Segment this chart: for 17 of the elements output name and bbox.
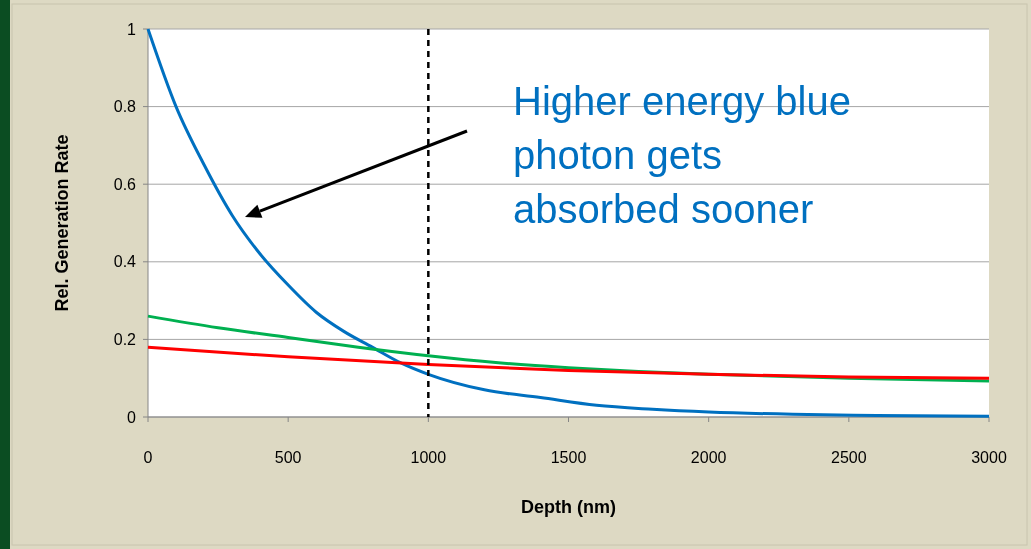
annotation: Higher energy blue photon gets absorbed sooner (513, 79, 851, 231)
x-tick-label: 0 (143, 449, 153, 466)
x-tick-label: 3000 (971, 449, 1007, 466)
x-tick-label: 1500 (550, 449, 587, 466)
y-tick-label: 1 (127, 20, 137, 38)
y-tick-label: 0.4 (113, 253, 137, 271)
y-tick-label: 0.8 (113, 98, 137, 116)
y-tick-label: 0.6 (113, 175, 137, 193)
x-tick-label: 2000 (690, 449, 727, 466)
y-axis-title: Rel. Generation Rate (52, 134, 72, 312)
y-tick-label: 0 (127, 408, 137, 426)
x-tick-label: 2500 (831, 449, 867, 466)
y-tick-label: 0.2 (113, 331, 137, 348)
x-axis-title: Depth (nm) (521, 497, 616, 517)
line-series (146, 345, 991, 380)
x-tick-label: 1000 (410, 449, 447, 466)
x-tick-label: 500 (274, 449, 302, 466)
